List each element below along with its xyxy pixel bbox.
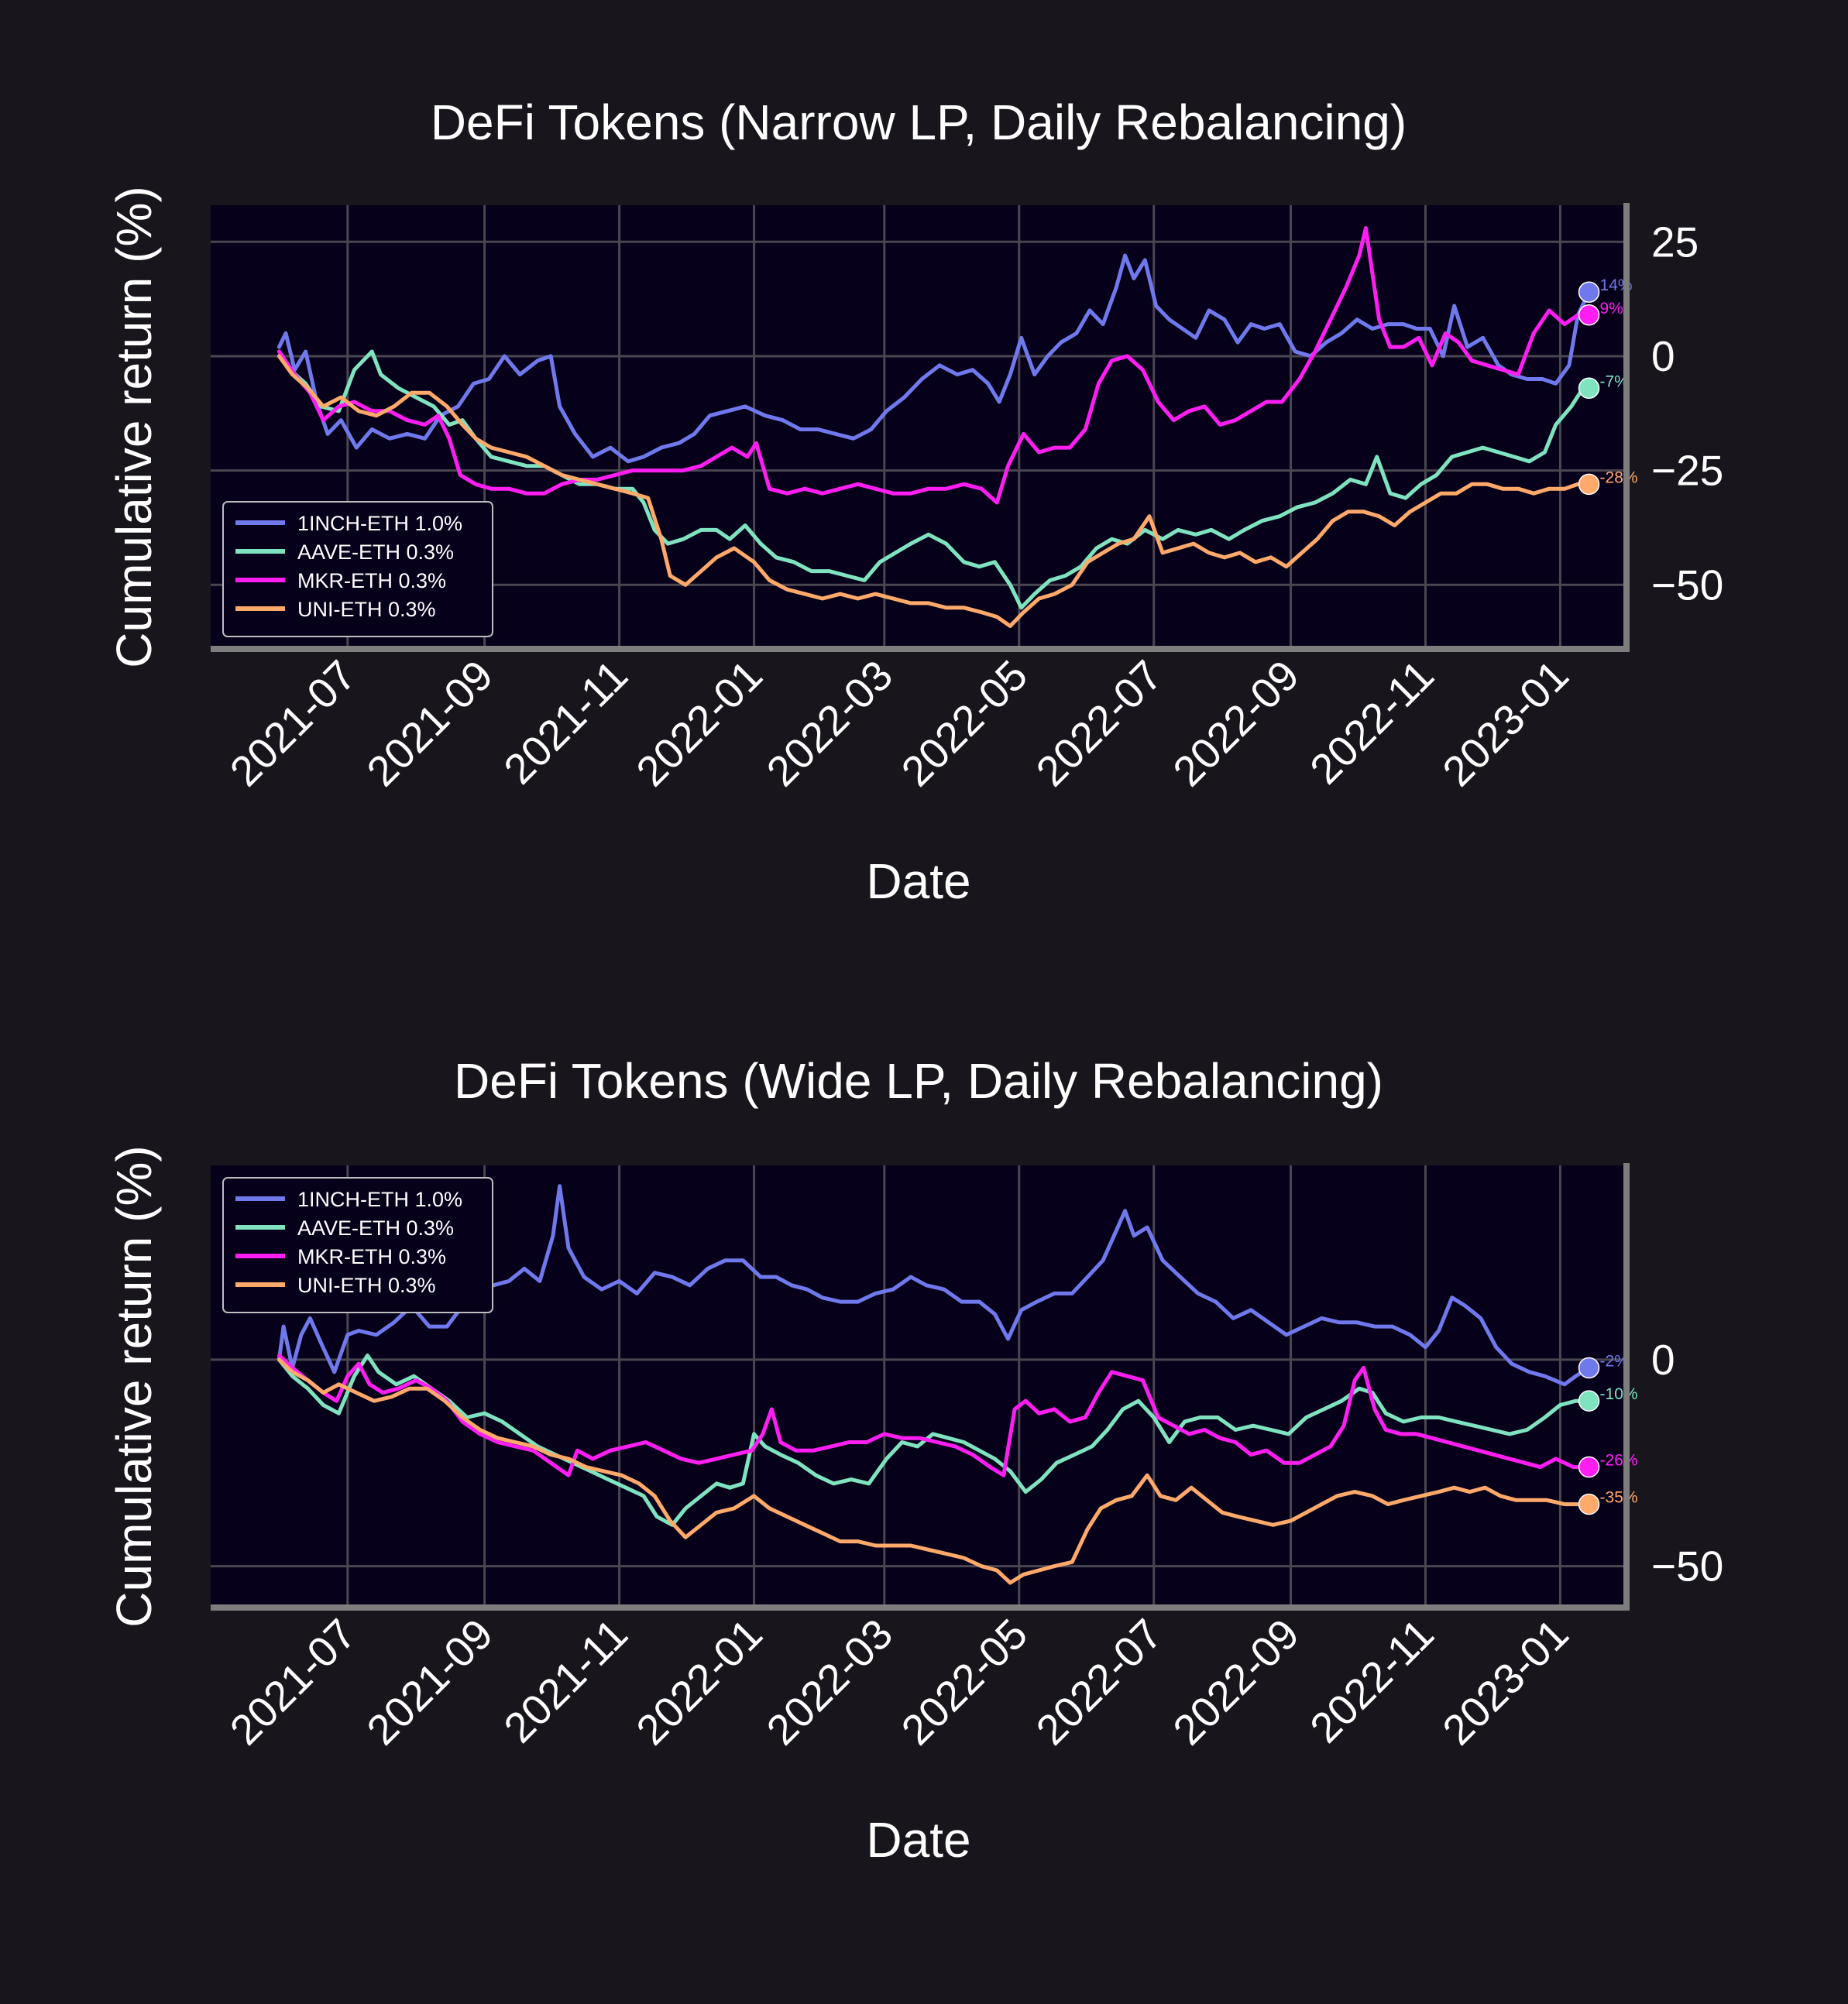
legend-frame [222,501,493,637]
series-end-marker [1578,1456,1600,1478]
series-end-marker [1578,1390,1600,1412]
x-axis-label: Date [866,1812,970,1868]
series-end-label: -10% [1600,1385,1638,1403]
legend-label: 1INCH-ETH 1.0% [297,512,462,535]
legend-label: AAVE-ETH 0.3% [297,1216,454,1240]
series-end-marker [1578,1357,1600,1379]
chart-title: DeFi Tokens (Narrow LP, Daily Rebalancin… [431,94,1407,150]
chart-title: DeFi Tokens (Wide LP, Daily Rebalancing) [454,1053,1383,1109]
series-end-marker [1578,1493,1600,1515]
legend: 1INCH-ETH 1.0% AAVE-ETH 0.3% MKR-ETH 0.3% U… [222,501,493,637]
legend-label: MKR-ETH 0.3% [297,1245,446,1268]
y-tick-label: −25 [1651,447,1723,495]
y-tick-label: 25 [1651,218,1699,266]
legend-label: AAVE-ETH 0.3% [297,540,454,564]
series-end-label: -2% [1600,1352,1629,1370]
y-axis-label: Cumulative return (%) [106,1145,162,1627]
series-end-marker [1578,377,1600,400]
series-end-label: -28% [1600,468,1638,486]
legend-label: UNI-ETH 0.3% [297,1274,436,1297]
x-axis-label: Date [866,853,970,909]
series-end-label: -7% [1600,372,1629,390]
series-end-label: -35% [1600,1489,1638,1507]
legend-label: 1INCH-ETH 1.0% [297,1188,462,1211]
series-end-marker [1578,304,1600,326]
series-line-1 [277,253,1591,464]
series-line-4 [277,354,1591,628]
legend-label: MKR-ETH 0.3% [297,569,446,592]
y-tick-label: −50 [1651,1542,1723,1591]
y-axis-label: Cumulative return (%) [106,186,162,667]
series-end-marker [1578,473,1600,496]
series-end-marker [1578,281,1600,303]
y-tick-label: −50 [1651,561,1723,609]
series-end-label: -26% [1600,1452,1638,1470]
series-end-label: 9% [1600,300,1623,317]
series-line-4 [277,1357,1591,1585]
legend: 1INCH-ETH 1.0% AAVE-ETH 0.3% MKR-ETH 0.3% U… [222,1177,493,1313]
series-line-3 [277,1354,1591,1477]
series-line-3 [277,226,1591,505]
y-tick-label: 0 [1651,1336,1675,1384]
y-tick-label: 0 [1651,332,1675,380]
legend-label: UNI-ETH 0.3% [297,598,436,621]
legend-frame [222,1177,493,1313]
